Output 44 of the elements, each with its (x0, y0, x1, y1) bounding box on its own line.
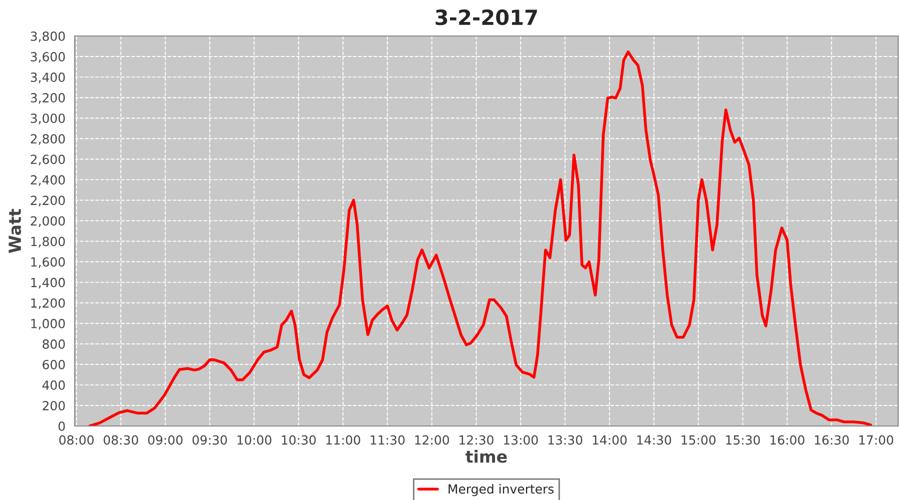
y-tick-label: 0 (58, 421, 65, 431)
x-tick-label: 09:30 (192, 435, 227, 445)
y-tick-label: 800 (42, 339, 65, 349)
x-tick-label: 16:30 (814, 435, 849, 445)
x-tick-label: 12:30 (460, 435, 494, 445)
x-tick-label: 11:00 (326, 435, 360, 445)
y-tick-label: 2,200 (30, 196, 65, 206)
y-tick-label: 3,000 (30, 114, 65, 124)
y-tick-label: 1,200 (31, 298, 65, 310)
x-tick-label: 09:00 (148, 435, 182, 445)
y-axis-title: Watt (8, 208, 22, 253)
y-tick-label: 1,000 (31, 318, 65, 330)
y-tick-label: 3,600 (30, 52, 65, 63)
y-tick-label: 1,400 (31, 278, 65, 289)
y-tick-label: 3,200 (30, 93, 65, 104)
x-tick-label: 16:00 (770, 435, 804, 445)
y-tick-label: 2,000 (30, 216, 65, 227)
y-tick-label: 2,600 (30, 154, 65, 166)
y-tick-label: 600 (42, 360, 65, 370)
y-tick-label: 2,800 (30, 134, 65, 145)
y-tick-label: 3,400 (30, 72, 65, 84)
x-tick-label: 13:30 (548, 435, 582, 445)
x-tick-label: 08:30 (104, 435, 138, 445)
chart-title: 3-2-2017 (436, 9, 537, 26)
line-series (88, 50, 872, 426)
x-tick-label: 10:00 (238, 435, 272, 445)
x-tick-label: 15:00 (682, 435, 716, 445)
y-tick-label: 2,400 (30, 175, 65, 186)
y-tick-label: 3,800 (30, 31, 65, 42)
x-tick-label: 13:00 (504, 435, 538, 445)
x-tick-label: 14:30 (637, 435, 672, 445)
x-tick-label: 14:00 (592, 435, 627, 445)
legend-label: Merged inverters (448, 484, 554, 496)
x-tick-label: 08:00 (59, 435, 94, 445)
y-tick-label: 200 (42, 400, 65, 410)
y-tick-label: 400 (42, 380, 65, 390)
y-tick-label: 1,600 (31, 257, 65, 268)
y-tick-label: 1,800 (31, 236, 65, 248)
x-tick-label: 12:00 (415, 435, 449, 445)
x-axis-title: time (465, 450, 507, 463)
x-tick-label: 10:30 (282, 435, 316, 445)
x-tick-label: 15:30 (726, 435, 760, 445)
x-tick-label: 11:30 (370, 435, 405, 445)
x-tick-label: 17:00 (859, 435, 894, 445)
